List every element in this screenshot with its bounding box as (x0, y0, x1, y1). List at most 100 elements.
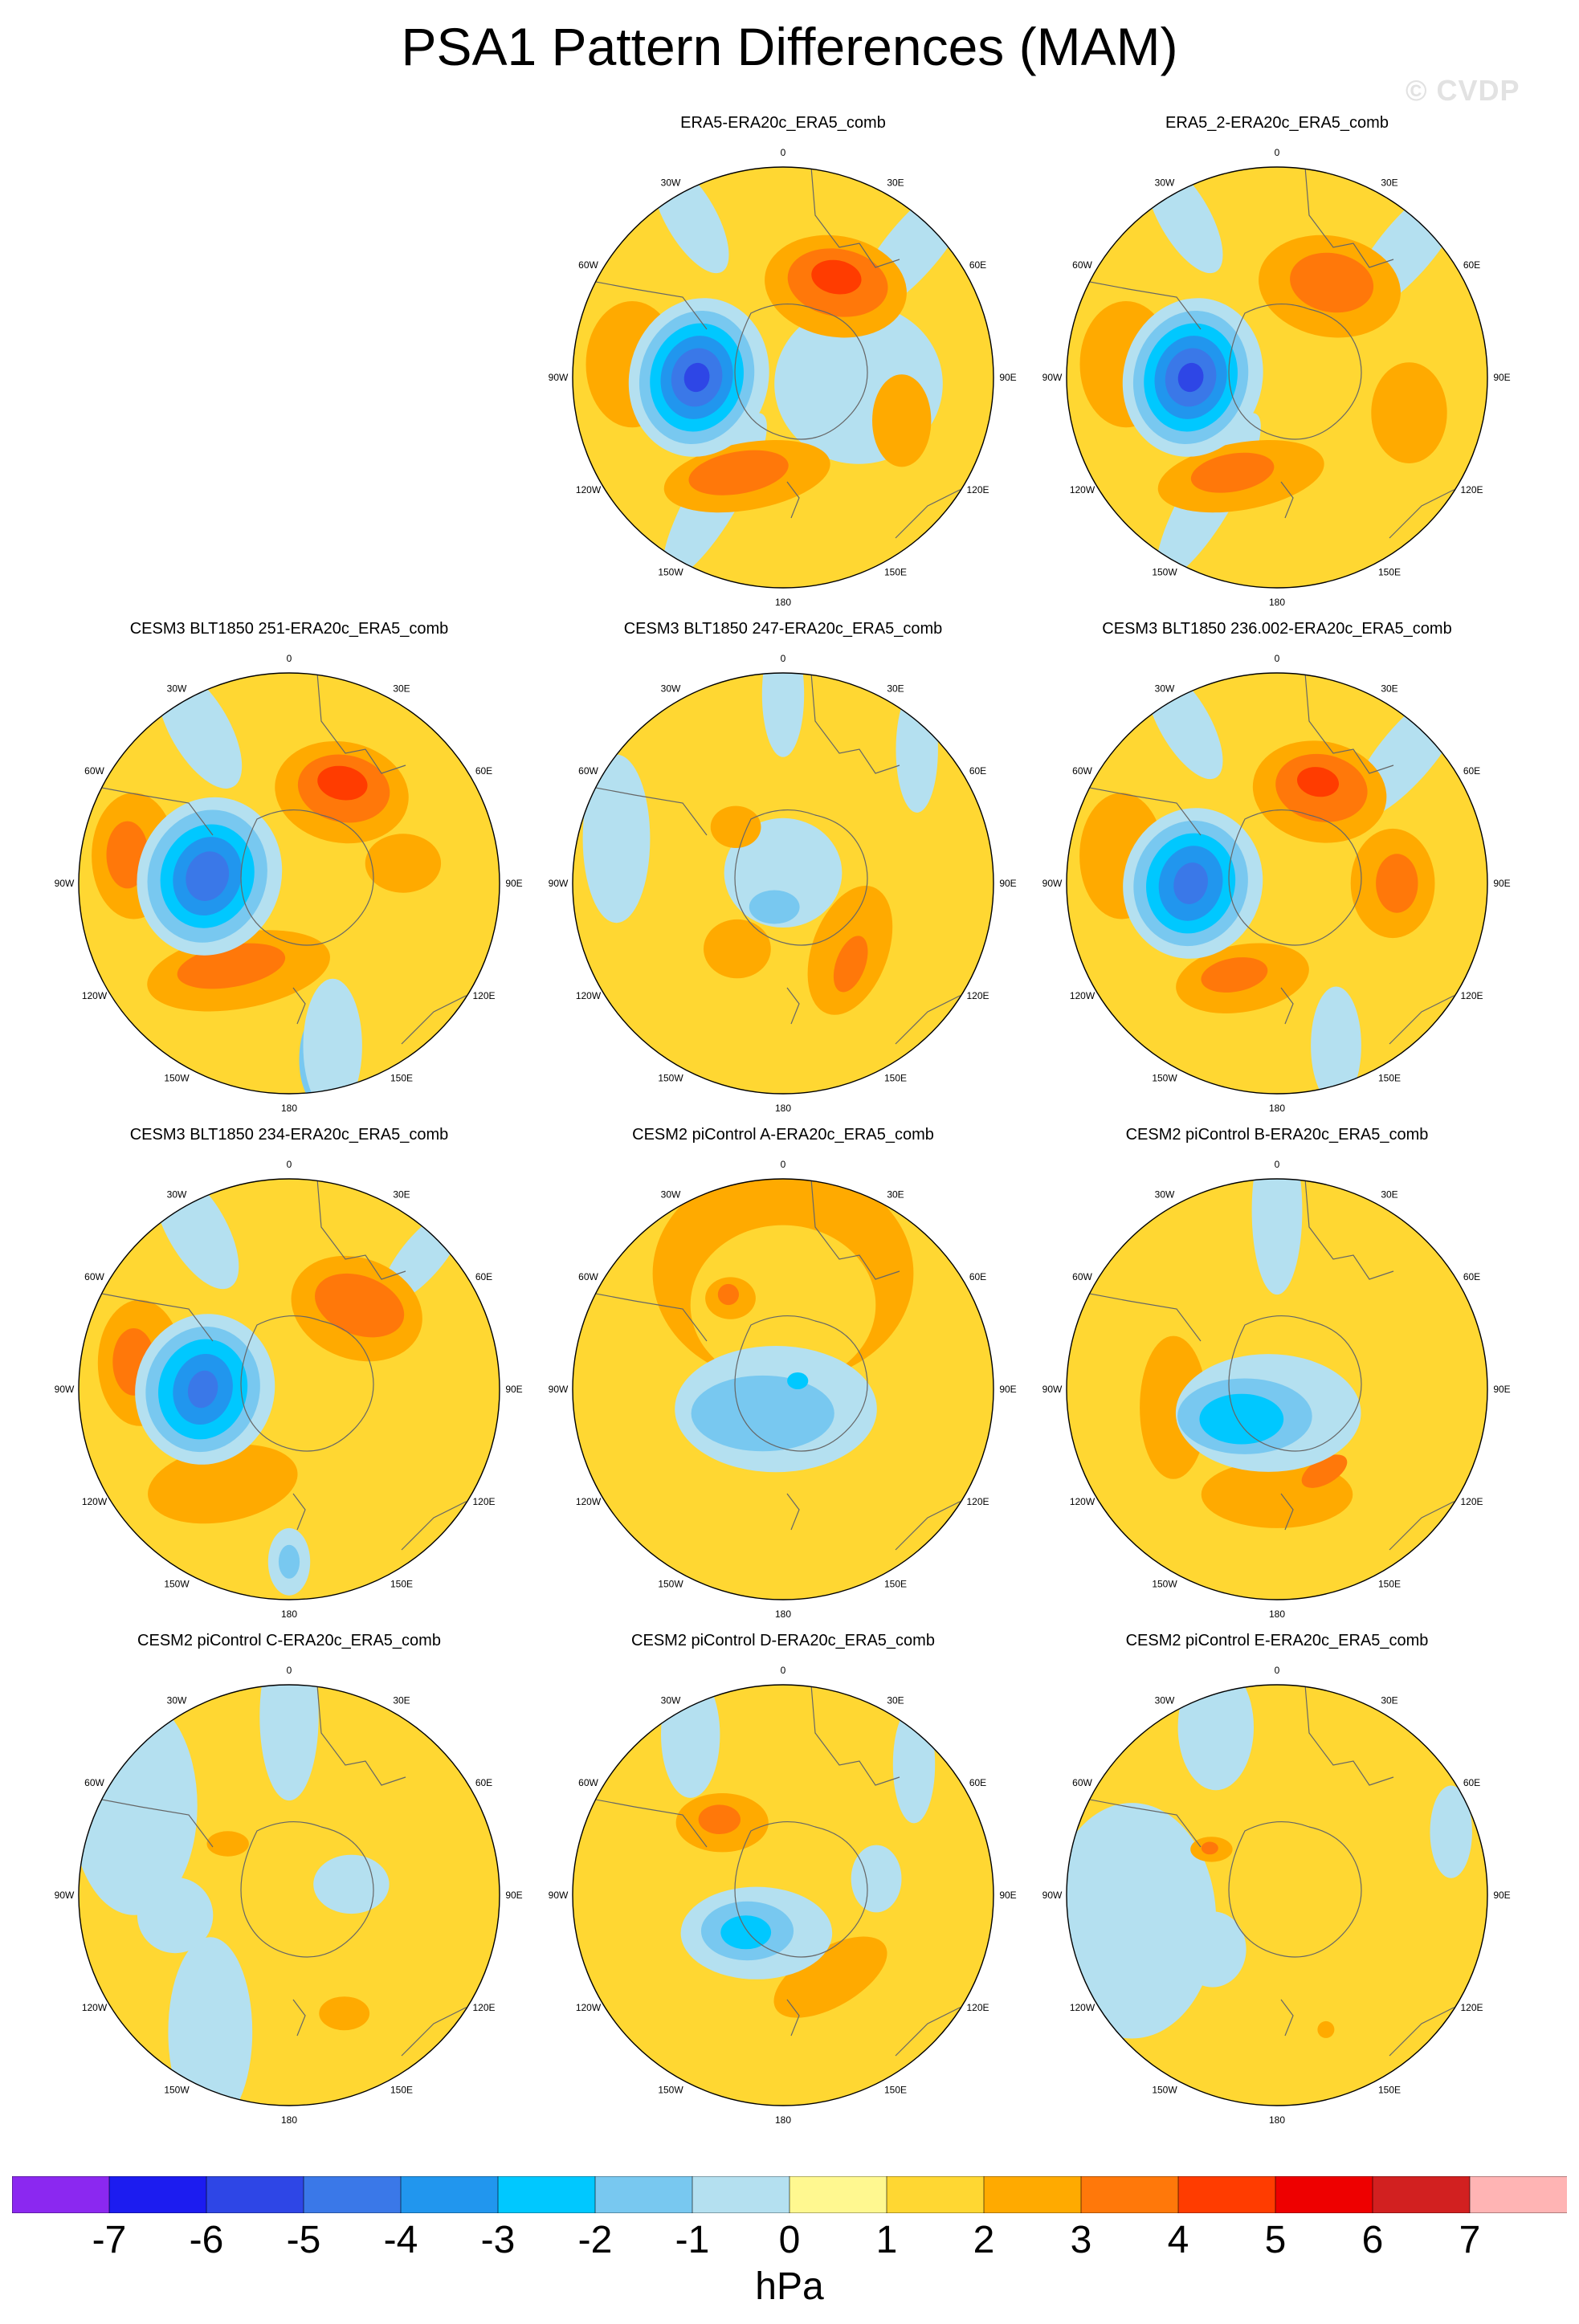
longitude-label: 30W (167, 1189, 187, 1201)
africa-coastline (810, 1179, 900, 1280)
anomaly-contour (1067, 1803, 1217, 2039)
colorbar-tick-label: -5 (286, 2219, 321, 2261)
antarctica-coastline (1228, 304, 1362, 440)
south-america-coastline (1067, 272, 1202, 330)
longitude-label: 90W (1042, 372, 1063, 383)
anomaly-contour (688, 450, 789, 495)
longitude-label: 150E (1378, 1579, 1401, 1590)
longitude-label: 30W (167, 1695, 187, 1706)
anomaly-contour (698, 1804, 741, 1834)
colorbar-tick-label: 2 (973, 2219, 995, 2261)
longitude-label: 150W (1152, 2085, 1177, 2096)
south-america-coastline (1067, 1284, 1202, 1342)
polar-map: 0 30E 60E 90E 120E 150E 180 150W 120W 90W 60W 30W (1042, 1665, 1511, 2126)
anomaly-contour (1177, 362, 1204, 393)
longitude-label: 60E (475, 1271, 492, 1282)
longitude-label: 60W (1072, 765, 1092, 777)
longitude-label: 30W (1155, 683, 1175, 695)
longitude-label: 90W (549, 878, 569, 889)
longitude-label: 30E (1381, 177, 1397, 189)
longitude-label: 150W (658, 1073, 683, 1084)
longitude-label: 0 (781, 1159, 786, 1170)
longitude-label: 30W (661, 1695, 681, 1706)
polar-map: 0 30E 60E 90E 120E 150E 180 150W 120W 90W 60W 30W (549, 653, 1017, 1114)
anomaly-contour (1371, 362, 1447, 463)
longitude-label: 120E (1460, 1496, 1483, 1507)
longitude-label: 180 (775, 2114, 791, 2126)
longitude-label: 90W (55, 878, 75, 889)
panel-title: CESM2 piControl A-ERA20c_ERA5_comb (632, 1126, 934, 1144)
longitude-label: 90W (549, 372, 569, 383)
anomaly-contour (1177, 1685, 1255, 1791)
contour-field (1067, 167, 1487, 588)
longitude-label: 30W (1155, 1189, 1175, 1201)
anomaly-contour (690, 1225, 876, 1385)
longitude-label: 60E (969, 1271, 986, 1282)
longitude-label: 30E (887, 1695, 904, 1706)
africa-coastline (810, 167, 900, 268)
longitude-label: 150E (390, 2085, 413, 2096)
longitude-label: 30W (661, 1189, 681, 1201)
panel-title: CESM2 piControl D-ERA20c_ERA5_comb (631, 1632, 935, 1649)
colorbar-swatch (400, 2175, 499, 2214)
anomaly-contour (582, 754, 651, 923)
anomaly-contour (259, 1685, 319, 1801)
field-background (573, 1685, 994, 2106)
anomaly-contour (303, 978, 362, 1094)
panel-title: CESM2 piControl C-ERA20c_ERA5_comb (137, 1632, 441, 1649)
antarctica-coastline (734, 809, 868, 946)
map-border (1066, 1684, 1488, 2106)
longitude-label: 150W (658, 1579, 683, 1590)
south-america-coastline (573, 1790, 708, 1848)
map-panel: CESM2 piControl E-ERA20c_ERA5_comb 0 30E 60… (1040, 1630, 1514, 2128)
anomaly-contour (1317, 2020, 1335, 2038)
longitude-label: 0 (781, 653, 786, 664)
contour-field (79, 1179, 500, 1600)
longitude-label: 90E (1493, 1890, 1510, 1901)
panel-title: CESM3 BLT1850 234-ERA20c_ERA5_comb (129, 1126, 449, 1144)
polar-map: 0 30E 60E 90E 120E 150E 180 150W 120W 90W 60W 30W (1042, 1159, 1511, 1620)
panel-title: CESM3 BLT1850 236.002-ERA20c_ERA5_comb (1102, 620, 1452, 638)
longitude-label: 0 (781, 147, 786, 158)
longitude-label: 120E (472, 2002, 495, 2013)
longitude-label: 60E (969, 765, 986, 777)
longitude-label: 60W (84, 765, 104, 777)
colorbar-swatch (1372, 2175, 1471, 2214)
longitude-label: 150W (1152, 1073, 1177, 1084)
map-panel: CESM3 BLT1850 247-ERA20c_ERA5_comb 0 30E 60… (546, 618, 1020, 1116)
longitude-label: 90E (505, 878, 522, 889)
south-america-coastline (573, 778, 708, 836)
longitude-label: 120E (1460, 990, 1483, 1001)
anomaly-contour (710, 805, 761, 848)
longitude-label: 150W (164, 1073, 190, 1084)
longitude-label: 0 (781, 1665, 786, 1676)
polar-map: 0 30E 60E 90E 120E 150E 180 150W 120W 90W 60W 30W (55, 1159, 523, 1620)
colorbar-tick-label: -4 (383, 2219, 418, 2261)
colorbar-swatch (108, 2175, 207, 2214)
anomaly-contour (317, 765, 368, 801)
antarctica-coastline (240, 809, 374, 946)
longitude-label: 150W (658, 2085, 683, 2096)
longitude-label: 60E (969, 1777, 986, 1788)
anomaly-contour (1301, 1454, 1348, 1488)
longitude-label: 60W (578, 1777, 598, 1788)
antarctica-coastline (734, 1315, 868, 1452)
longitude-label: 120E (966, 990, 989, 1001)
antarctica-coastline (1228, 809, 1362, 946)
map-border (1066, 1178, 1488, 1600)
cvdp-watermark: © CVDP (1406, 74, 1520, 107)
panel-title: CESM2 piControl E-ERA20c_ERA5_comb (1125, 1632, 1429, 1649)
colorbar-swatch (303, 2175, 402, 2214)
colorbar-swatch (983, 2175, 1082, 2214)
longitude-label: 30W (167, 683, 187, 695)
contour-field (573, 1685, 994, 2106)
longitude-label: 0 (1275, 147, 1280, 158)
longitude-label: 30E (887, 683, 904, 695)
longitude-label: 120W (82, 1496, 108, 1507)
longitude-label: 60W (84, 1777, 104, 1788)
africa-coastline (316, 1685, 406, 1786)
anomaly-contour (186, 851, 230, 901)
anomaly-contour (1178, 1911, 1246, 1988)
longitude-label: 30E (1381, 683, 1397, 695)
longitude-label: 180 (1269, 2114, 1285, 2126)
